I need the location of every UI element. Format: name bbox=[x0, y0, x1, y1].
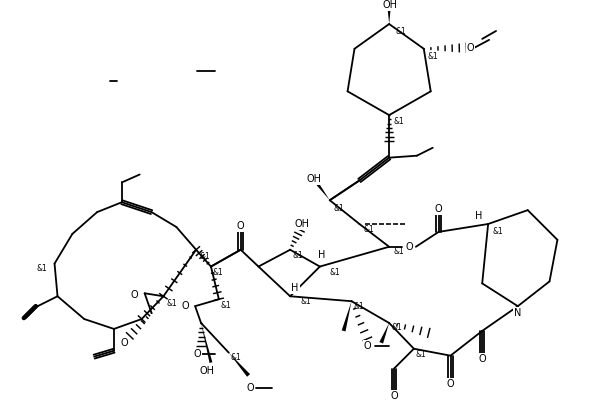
Text: &1: &1 bbox=[292, 251, 303, 260]
Text: H: H bbox=[292, 284, 299, 293]
Text: O: O bbox=[120, 338, 127, 348]
Text: &1: &1 bbox=[395, 27, 406, 37]
Text: H: H bbox=[475, 211, 482, 221]
Text: &1: &1 bbox=[213, 268, 224, 277]
Polygon shape bbox=[229, 353, 250, 377]
Text: OH: OH bbox=[306, 174, 321, 184]
Text: &1: &1 bbox=[393, 247, 404, 256]
Text: &1: &1 bbox=[354, 302, 364, 311]
Text: O: O bbox=[467, 43, 474, 53]
Text: &1: &1 bbox=[37, 264, 48, 273]
Text: &1: &1 bbox=[167, 299, 177, 308]
Text: O: O bbox=[447, 379, 454, 389]
Text: &1: &1 bbox=[393, 116, 404, 126]
Text: &1: &1 bbox=[199, 252, 210, 261]
Text: &1: &1 bbox=[492, 227, 503, 236]
Text: &1: &1 bbox=[334, 204, 345, 213]
Text: O: O bbox=[246, 383, 254, 393]
Text: &1: &1 bbox=[221, 301, 232, 310]
Text: &1: &1 bbox=[416, 350, 426, 359]
Text: &1: &1 bbox=[391, 323, 402, 333]
Polygon shape bbox=[342, 301, 351, 331]
Text: &1: &1 bbox=[330, 268, 340, 277]
Text: N: N bbox=[514, 308, 522, 318]
Text: O: O bbox=[193, 349, 201, 359]
Polygon shape bbox=[379, 323, 389, 344]
Polygon shape bbox=[317, 184, 330, 200]
Text: &1: &1 bbox=[231, 353, 242, 362]
Text: O: O bbox=[478, 354, 486, 364]
Text: O: O bbox=[435, 204, 442, 214]
Text: O: O bbox=[181, 301, 189, 311]
Text: O: O bbox=[405, 242, 413, 252]
Text: O: O bbox=[131, 290, 138, 300]
Text: &1: &1 bbox=[428, 52, 439, 61]
Text: O: O bbox=[364, 341, 371, 351]
Text: OH: OH bbox=[382, 0, 398, 10]
Text: O: O bbox=[237, 221, 245, 231]
Text: &1: &1 bbox=[300, 297, 311, 306]
Polygon shape bbox=[388, 9, 390, 24]
Text: O: O bbox=[390, 391, 398, 401]
Text: &1: &1 bbox=[364, 226, 374, 234]
Text: OH: OH bbox=[295, 219, 309, 229]
Text: H: H bbox=[318, 249, 326, 260]
Polygon shape bbox=[201, 323, 212, 363]
Text: OH: OH bbox=[199, 365, 215, 375]
